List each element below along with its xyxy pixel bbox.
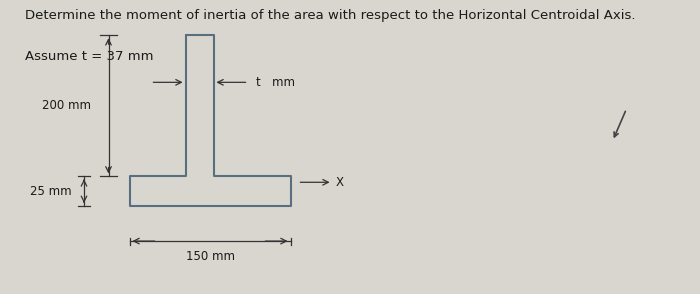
- Text: 200 mm: 200 mm: [42, 99, 91, 112]
- Text: 25 mm: 25 mm: [30, 185, 71, 198]
- Text: Determine the moment of inertia of the area with respect to the Horizontal Centr: Determine the moment of inertia of the a…: [25, 9, 635, 22]
- Text: Assume t = 37 mm: Assume t = 37 mm: [25, 50, 153, 63]
- Text: t   mm: t mm: [256, 76, 295, 89]
- Text: X: X: [336, 176, 344, 189]
- Text: 150 mm: 150 mm: [186, 250, 234, 263]
